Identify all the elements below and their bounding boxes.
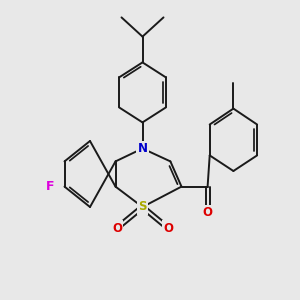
Text: O: O [112, 221, 122, 235]
Text: O: O [202, 206, 213, 220]
Text: N: N [137, 142, 148, 155]
Text: F: F [46, 180, 54, 193]
Text: O: O [163, 221, 173, 235]
Text: S: S [138, 200, 147, 214]
